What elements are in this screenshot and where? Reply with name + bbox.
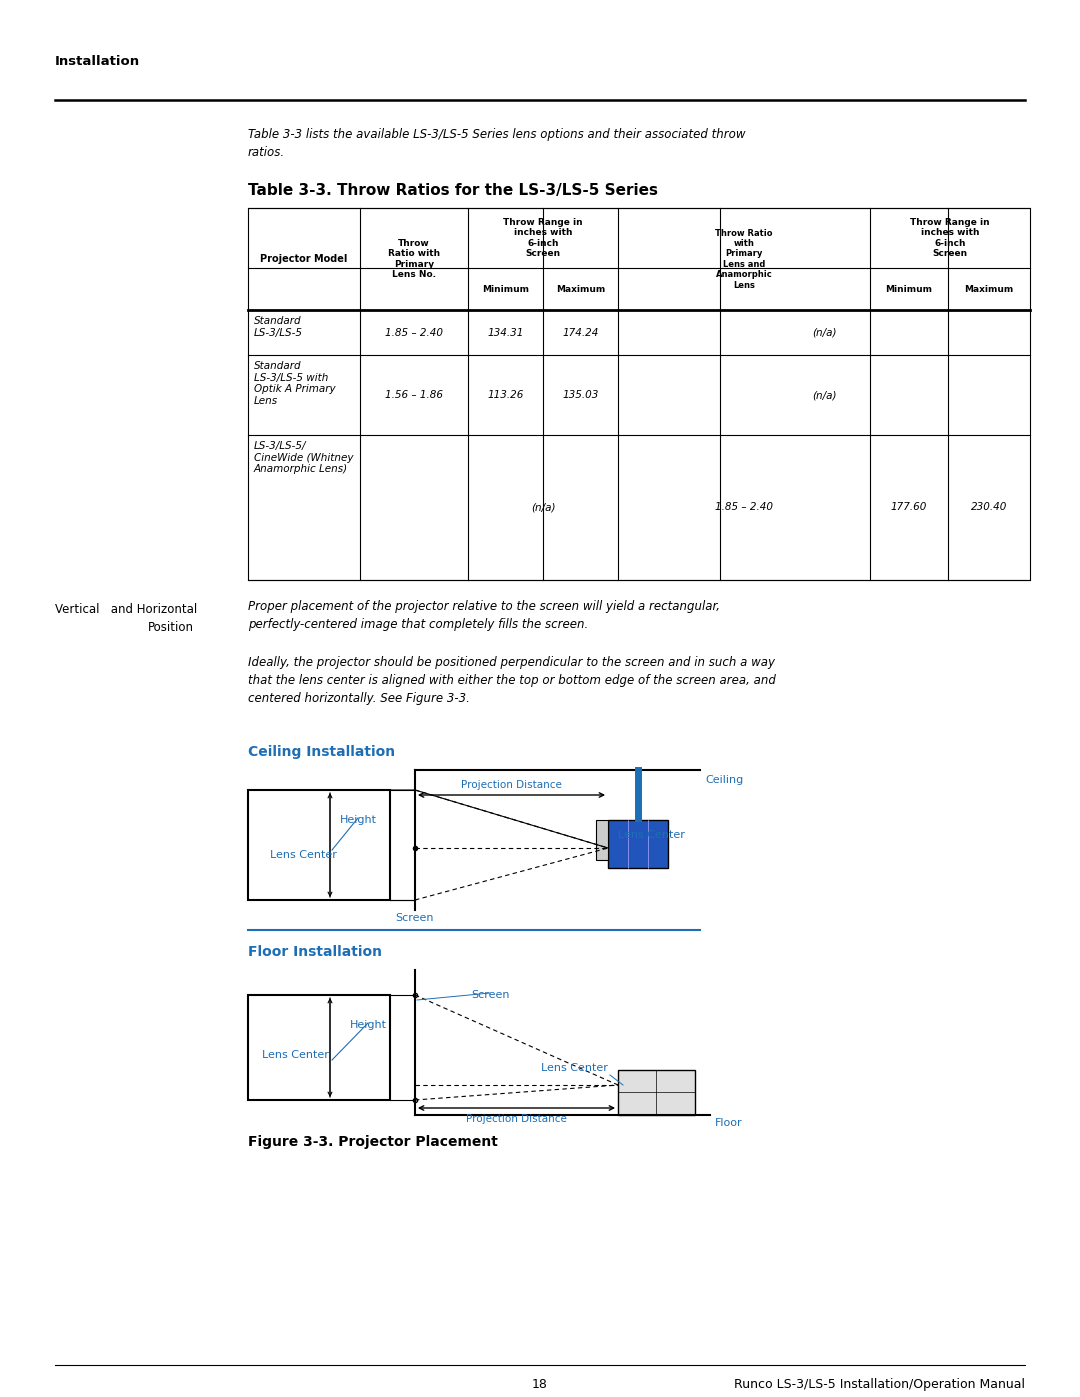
Text: Height: Height bbox=[340, 814, 377, 826]
Text: 1.85 – 2.40: 1.85 – 2.40 bbox=[384, 327, 443, 338]
Text: 177.60: 177.60 bbox=[891, 503, 928, 513]
Text: Screen: Screen bbox=[395, 914, 434, 923]
Text: (n/a): (n/a) bbox=[812, 327, 836, 338]
Text: Proper placement of the projector relative to the screen will yield a rectangula: Proper placement of the projector relati… bbox=[248, 599, 720, 631]
Text: Height: Height bbox=[350, 1020, 387, 1030]
Text: (n/a): (n/a) bbox=[530, 503, 555, 513]
Text: Minimum: Minimum bbox=[482, 285, 529, 293]
Text: 230.40: 230.40 bbox=[971, 503, 1008, 513]
Text: Figure 3-3. Projector Placement: Figure 3-3. Projector Placement bbox=[248, 1134, 498, 1148]
Text: Lens Center: Lens Center bbox=[541, 1063, 608, 1073]
Text: Standard
LS-3/LS-5 with
Optik A Primary
Lens: Standard LS-3/LS-5 with Optik A Primary … bbox=[254, 360, 336, 405]
Text: Maximum: Maximum bbox=[556, 285, 605, 293]
Bar bbox=[248, 789, 390, 900]
Text: Projector Model: Projector Model bbox=[260, 254, 348, 264]
Text: Floor Installation: Floor Installation bbox=[248, 944, 382, 958]
Text: 113.26: 113.26 bbox=[487, 390, 524, 400]
Text: Ceiling: Ceiling bbox=[705, 775, 743, 785]
Text: 135.03: 135.03 bbox=[563, 390, 598, 400]
Text: 18: 18 bbox=[532, 1377, 548, 1391]
Text: Lens Center: Lens Center bbox=[270, 849, 337, 861]
Text: Maximum: Maximum bbox=[964, 285, 1014, 293]
Text: Throw Range in
inches with
6-inch
Screen: Throw Range in inches with 6-inch Screen bbox=[910, 218, 989, 258]
Text: Vertical   and Horizontal: Vertical and Horizontal bbox=[55, 604, 198, 616]
Bar bbox=[248, 995, 390, 1099]
Text: 1.56 – 1.86: 1.56 – 1.86 bbox=[384, 390, 443, 400]
Text: 174.24: 174.24 bbox=[563, 327, 598, 338]
Text: Ceiling Installation: Ceiling Installation bbox=[248, 745, 395, 759]
Text: Minimum: Minimum bbox=[886, 285, 932, 293]
Text: LS-3/LS-5/
CineWide (Whitney
Anamorphic Lens): LS-3/LS-5/ CineWide (Whitney Anamorphic … bbox=[254, 441, 353, 474]
Text: Throw Range in
inches with
6-inch
Screen: Throw Range in inches with 6-inch Screen bbox=[503, 218, 583, 258]
Text: Ideally, the projector should be positioned perpendicular to the screen and in s: Ideally, the projector should be positio… bbox=[248, 657, 775, 705]
Bar bbox=[618, 1070, 696, 1115]
Bar bbox=[596, 820, 608, 861]
Text: Table 3-3 lists the available LS-3/LS-5 Series lens options and their associated: Table 3-3 lists the available LS-3/LS-5 … bbox=[248, 129, 745, 159]
Text: Floor: Floor bbox=[715, 1118, 743, 1127]
Text: (n/a): (n/a) bbox=[812, 390, 836, 400]
Text: Throw
Ratio with
Primary
Lens No.: Throw Ratio with Primary Lens No. bbox=[388, 239, 440, 279]
Text: Lens Center: Lens Center bbox=[618, 830, 685, 840]
Text: Throw Ratio
with
Primary
Lens and
Anamorphic
Lens: Throw Ratio with Primary Lens and Anamor… bbox=[715, 229, 773, 289]
Text: Projection Distance: Projection Distance bbox=[467, 1113, 567, 1125]
Bar bbox=[608, 820, 669, 868]
Text: Position: Position bbox=[148, 622, 194, 634]
Text: Screen: Screen bbox=[471, 990, 510, 1000]
Text: 134.31: 134.31 bbox=[487, 327, 524, 338]
Text: Installation: Installation bbox=[55, 54, 140, 68]
Text: Lens Center: Lens Center bbox=[262, 1051, 329, 1060]
Text: Standard
LS-3/LS-5: Standard LS-3/LS-5 bbox=[254, 316, 303, 338]
Bar bbox=[248, 208, 1030, 580]
Text: 1.85 – 2.40: 1.85 – 2.40 bbox=[715, 503, 773, 513]
Text: Projection Distance: Projection Distance bbox=[461, 780, 562, 789]
Text: Table 3-3. Throw Ratios for the LS-3/LS-5 Series: Table 3-3. Throw Ratios for the LS-3/LS-… bbox=[248, 183, 658, 198]
Text: Runco LS-3/LS-5 Installation/Operation Manual: Runco LS-3/LS-5 Installation/Operation M… bbox=[734, 1377, 1025, 1391]
